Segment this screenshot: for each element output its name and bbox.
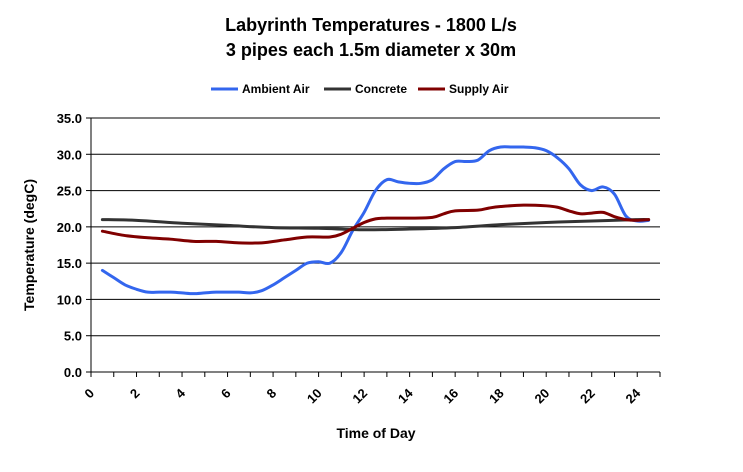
y-tick-label: 20.0 — [57, 220, 82, 235]
x-tick-label: 22 — [577, 386, 598, 407]
x-tick-label: 4 — [172, 385, 188, 401]
gridlines — [91, 117, 660, 337]
y-tick-label: 15.0 — [57, 256, 82, 271]
axes — [86, 117, 661, 377]
y-tick-label: 35.0 — [57, 111, 82, 126]
x-tick-label: 0 — [81, 386, 97, 402]
y-tick-label: 0.0 — [64, 365, 82, 380]
y-axis-label: Temperature (degC) — [21, 179, 37, 311]
x-tick-label: 8 — [263, 386, 279, 402]
legend-label-ambient-air: Ambient Air — [242, 82, 310, 96]
x-tick-label: 20 — [531, 386, 552, 407]
y-tick-label: 10.0 — [57, 292, 82, 307]
x-tick-label: 10 — [304, 386, 325, 407]
x-tick-label: 2 — [127, 386, 143, 402]
y-tick-label: 25.0 — [57, 184, 82, 199]
x-tick-label: 6 — [218, 386, 234, 402]
series-group — [100, 145, 651, 296]
x-axis-label: Time of Day — [336, 425, 415, 441]
x-tick-label: 14 — [395, 385, 416, 406]
y-tick-label: 5.0 — [64, 329, 82, 344]
y-tick-label: 30.0 — [57, 147, 82, 162]
series-line-supply-air — [100, 203, 651, 245]
legend-label-concrete: Concrete — [355, 82, 407, 96]
series-line-concrete — [100, 217, 651, 232]
chart-subtitle: 3 pipes each 1.5m diameter x 30m — [226, 40, 516, 60]
x-tick-label: 12 — [349, 386, 370, 407]
x-tick-label: 16 — [440, 386, 461, 407]
series-line-ambient-air — [100, 145, 651, 296]
x-tick-label: 18 — [486, 386, 507, 407]
legend-label-supply-air: Supply Air — [449, 82, 509, 96]
chart-title: Labyrinth Temperatures - 1800 L/s — [225, 15, 517, 35]
x-tick-label: 24 — [623, 385, 644, 406]
legend: Ambient Air Concrete Supply Air — [211, 82, 509, 96]
